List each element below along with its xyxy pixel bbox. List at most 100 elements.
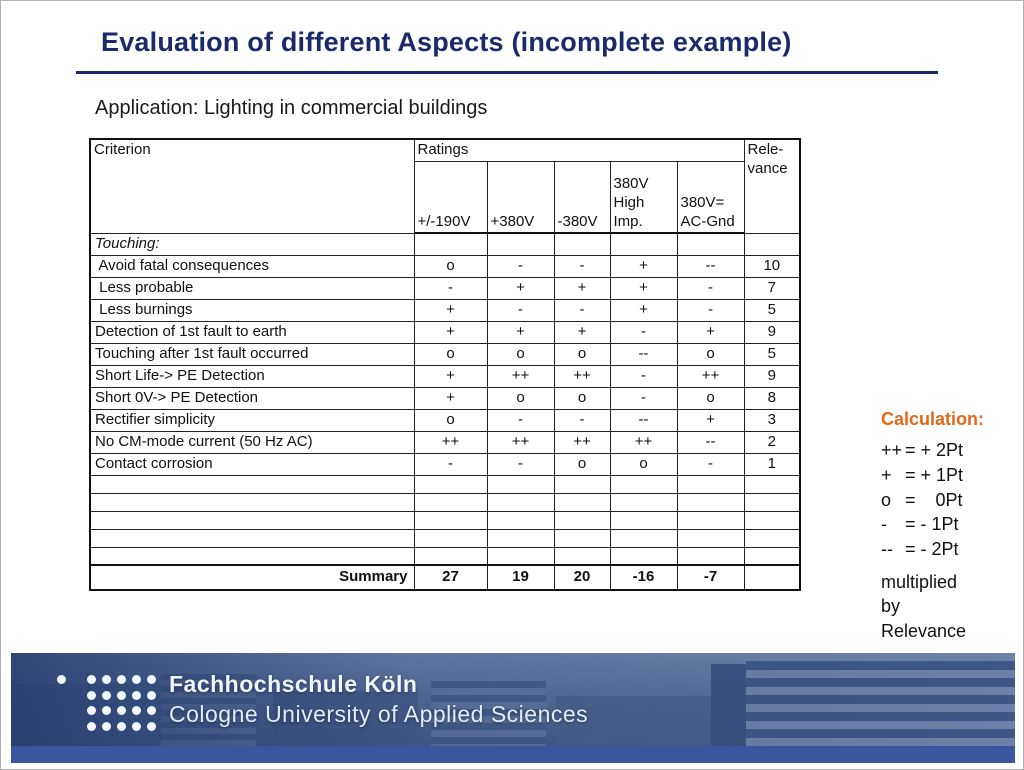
relevance-cell: 10 [743, 254, 801, 278]
empty-cell [553, 528, 611, 548]
logo-dot [87, 706, 96, 715]
rating-cell: + [676, 408, 745, 432]
calculation-note: multiplied by Relevance [881, 572, 967, 641]
rating-cell: + [413, 386, 488, 410]
table-row: Touching: [89, 232, 801, 256]
relevance-cell: 1 [743, 452, 801, 476]
calc-value: = - 2Pt [905, 539, 959, 560]
rating-cell [676, 232, 745, 256]
header-row-1: Criterion Ratings Rele- vance [89, 138, 801, 234]
empty-cell [413, 474, 488, 494]
relevance-cell: 2 [743, 430, 801, 454]
column-header-190v: +/-190V [413, 160, 488, 235]
empty-cell [89, 492, 415, 512]
empty-cell [89, 510, 415, 530]
logo-dot [87, 690, 96, 700]
rating-cell: o [609, 452, 678, 476]
logo-dot [132, 721, 141, 731]
relevance-cell: 7 [743, 276, 801, 300]
logo-dot [117, 675, 126, 684]
table-row: Short 0V-> PE Detection + o o - o 8 [89, 386, 801, 410]
footer-banner: Fachhochschule Köln Cologne University o… [11, 653, 1015, 763]
criterion-cell: Touching after 1st fault occurred [89, 342, 415, 366]
empty-cell [676, 510, 745, 530]
empty-cell [486, 510, 555, 530]
rating-cell: - [553, 408, 611, 432]
campus-photo [11, 653, 1015, 746]
rating-cell: - [553, 254, 611, 278]
empty-cell [676, 492, 745, 512]
empty-cell [486, 528, 555, 548]
column-header-380v-high-imp: 380V High Imp. [609, 160, 678, 235]
summary-value-cell: 27 [413, 564, 488, 591]
logo-dot [117, 690, 126, 700]
calc-value: = 0Pt [905, 489, 963, 510]
rating-cell: + [413, 364, 488, 388]
criterion-cell: Short 0V-> PE Detection [89, 386, 415, 410]
rating-cell: -- [676, 254, 745, 278]
empty-cell [553, 510, 611, 530]
rating-cell: - [486, 408, 555, 432]
logo-dot [102, 675, 111, 684]
rating-cell: o [553, 342, 611, 366]
calc-rule-plus: + = + 1Pt [881, 463, 1021, 488]
empty-row [89, 546, 801, 566]
rating-cell: ++ [553, 364, 611, 388]
empty-cell [676, 474, 745, 494]
table-row: Less probable - + + + -7 [89, 276, 801, 300]
rating-cell: - [676, 452, 745, 476]
criterion-cell: No CM-mode current (50 Hz AC) [89, 430, 415, 454]
table-row: Rectifier simplicity o - - -- +3 [89, 408, 801, 432]
rating-cell: -- [609, 408, 678, 432]
empty-cell [413, 492, 488, 512]
relevance-cell: 9 [743, 364, 801, 388]
summary-value-cell: -16 [609, 564, 678, 591]
empty-cell [676, 528, 745, 548]
rating-cell: - [609, 364, 678, 388]
logo-dot [147, 690, 156, 700]
table-row: Less burnings + - - + -5 [89, 298, 801, 322]
rating-cell: o [413, 408, 488, 432]
rating-cell: - [553, 298, 611, 322]
page-title: Evaluation of different Aspects (incompl… [101, 27, 792, 57]
summary-value-cell: 19 [486, 564, 555, 591]
relevance-cell [743, 232, 801, 256]
rating-cell: - [609, 320, 678, 344]
table-row: No CM-mode current (50 Hz AC) ++ ++ ++ ++ -- 2 [89, 430, 801, 454]
rating-cell: + [609, 276, 678, 300]
rating-cell: o [486, 386, 555, 410]
calc-value: = - 1Pt [905, 514, 959, 535]
empty-cell [609, 474, 678, 494]
relevance-cell: 8 [743, 386, 801, 410]
summary-value-cell: -7 [676, 564, 745, 591]
relevance-cell: 5 [743, 342, 801, 366]
empty-row [89, 492, 801, 512]
calc-symbol: o [881, 489, 892, 510]
rating-cell: + [609, 298, 678, 322]
logo-dot [132, 675, 141, 684]
rating-cell: ++ [486, 364, 555, 388]
empty-cell [553, 546, 611, 566]
calc-rule-plusplus: ++ = + 2Pt [881, 438, 1021, 463]
rating-cell: - [486, 452, 555, 476]
logo-dot [117, 721, 126, 731]
table-row: Avoid fatal consequences o - - + -- 10 [89, 254, 801, 278]
relevance-cell: 5 [743, 298, 801, 322]
rating-cell: o [413, 254, 488, 278]
rating-cell: - [413, 276, 488, 300]
empty-cell [743, 510, 801, 530]
calc-symbol: - [881, 514, 887, 535]
summary-value-cell: 20 [553, 564, 611, 591]
logo-dot [102, 706, 111, 715]
institution-name-de: Fachhochschule Köln [169, 671, 418, 697]
rating-cell: o [676, 342, 745, 366]
criterion-cell: Contact corrosion [89, 452, 415, 476]
empty-cell [89, 546, 415, 566]
rating-cell: o [676, 386, 745, 410]
empty-row [89, 510, 801, 530]
calc-value: = + 2Pt [905, 440, 964, 460]
criterion-cell: Avoid fatal consequences [89, 254, 415, 278]
criterion-header: Criterion [89, 138, 415, 234]
rating-cell: ++ [413, 430, 488, 454]
calc-rule-o: o = 0Pt [881, 488, 1021, 513]
